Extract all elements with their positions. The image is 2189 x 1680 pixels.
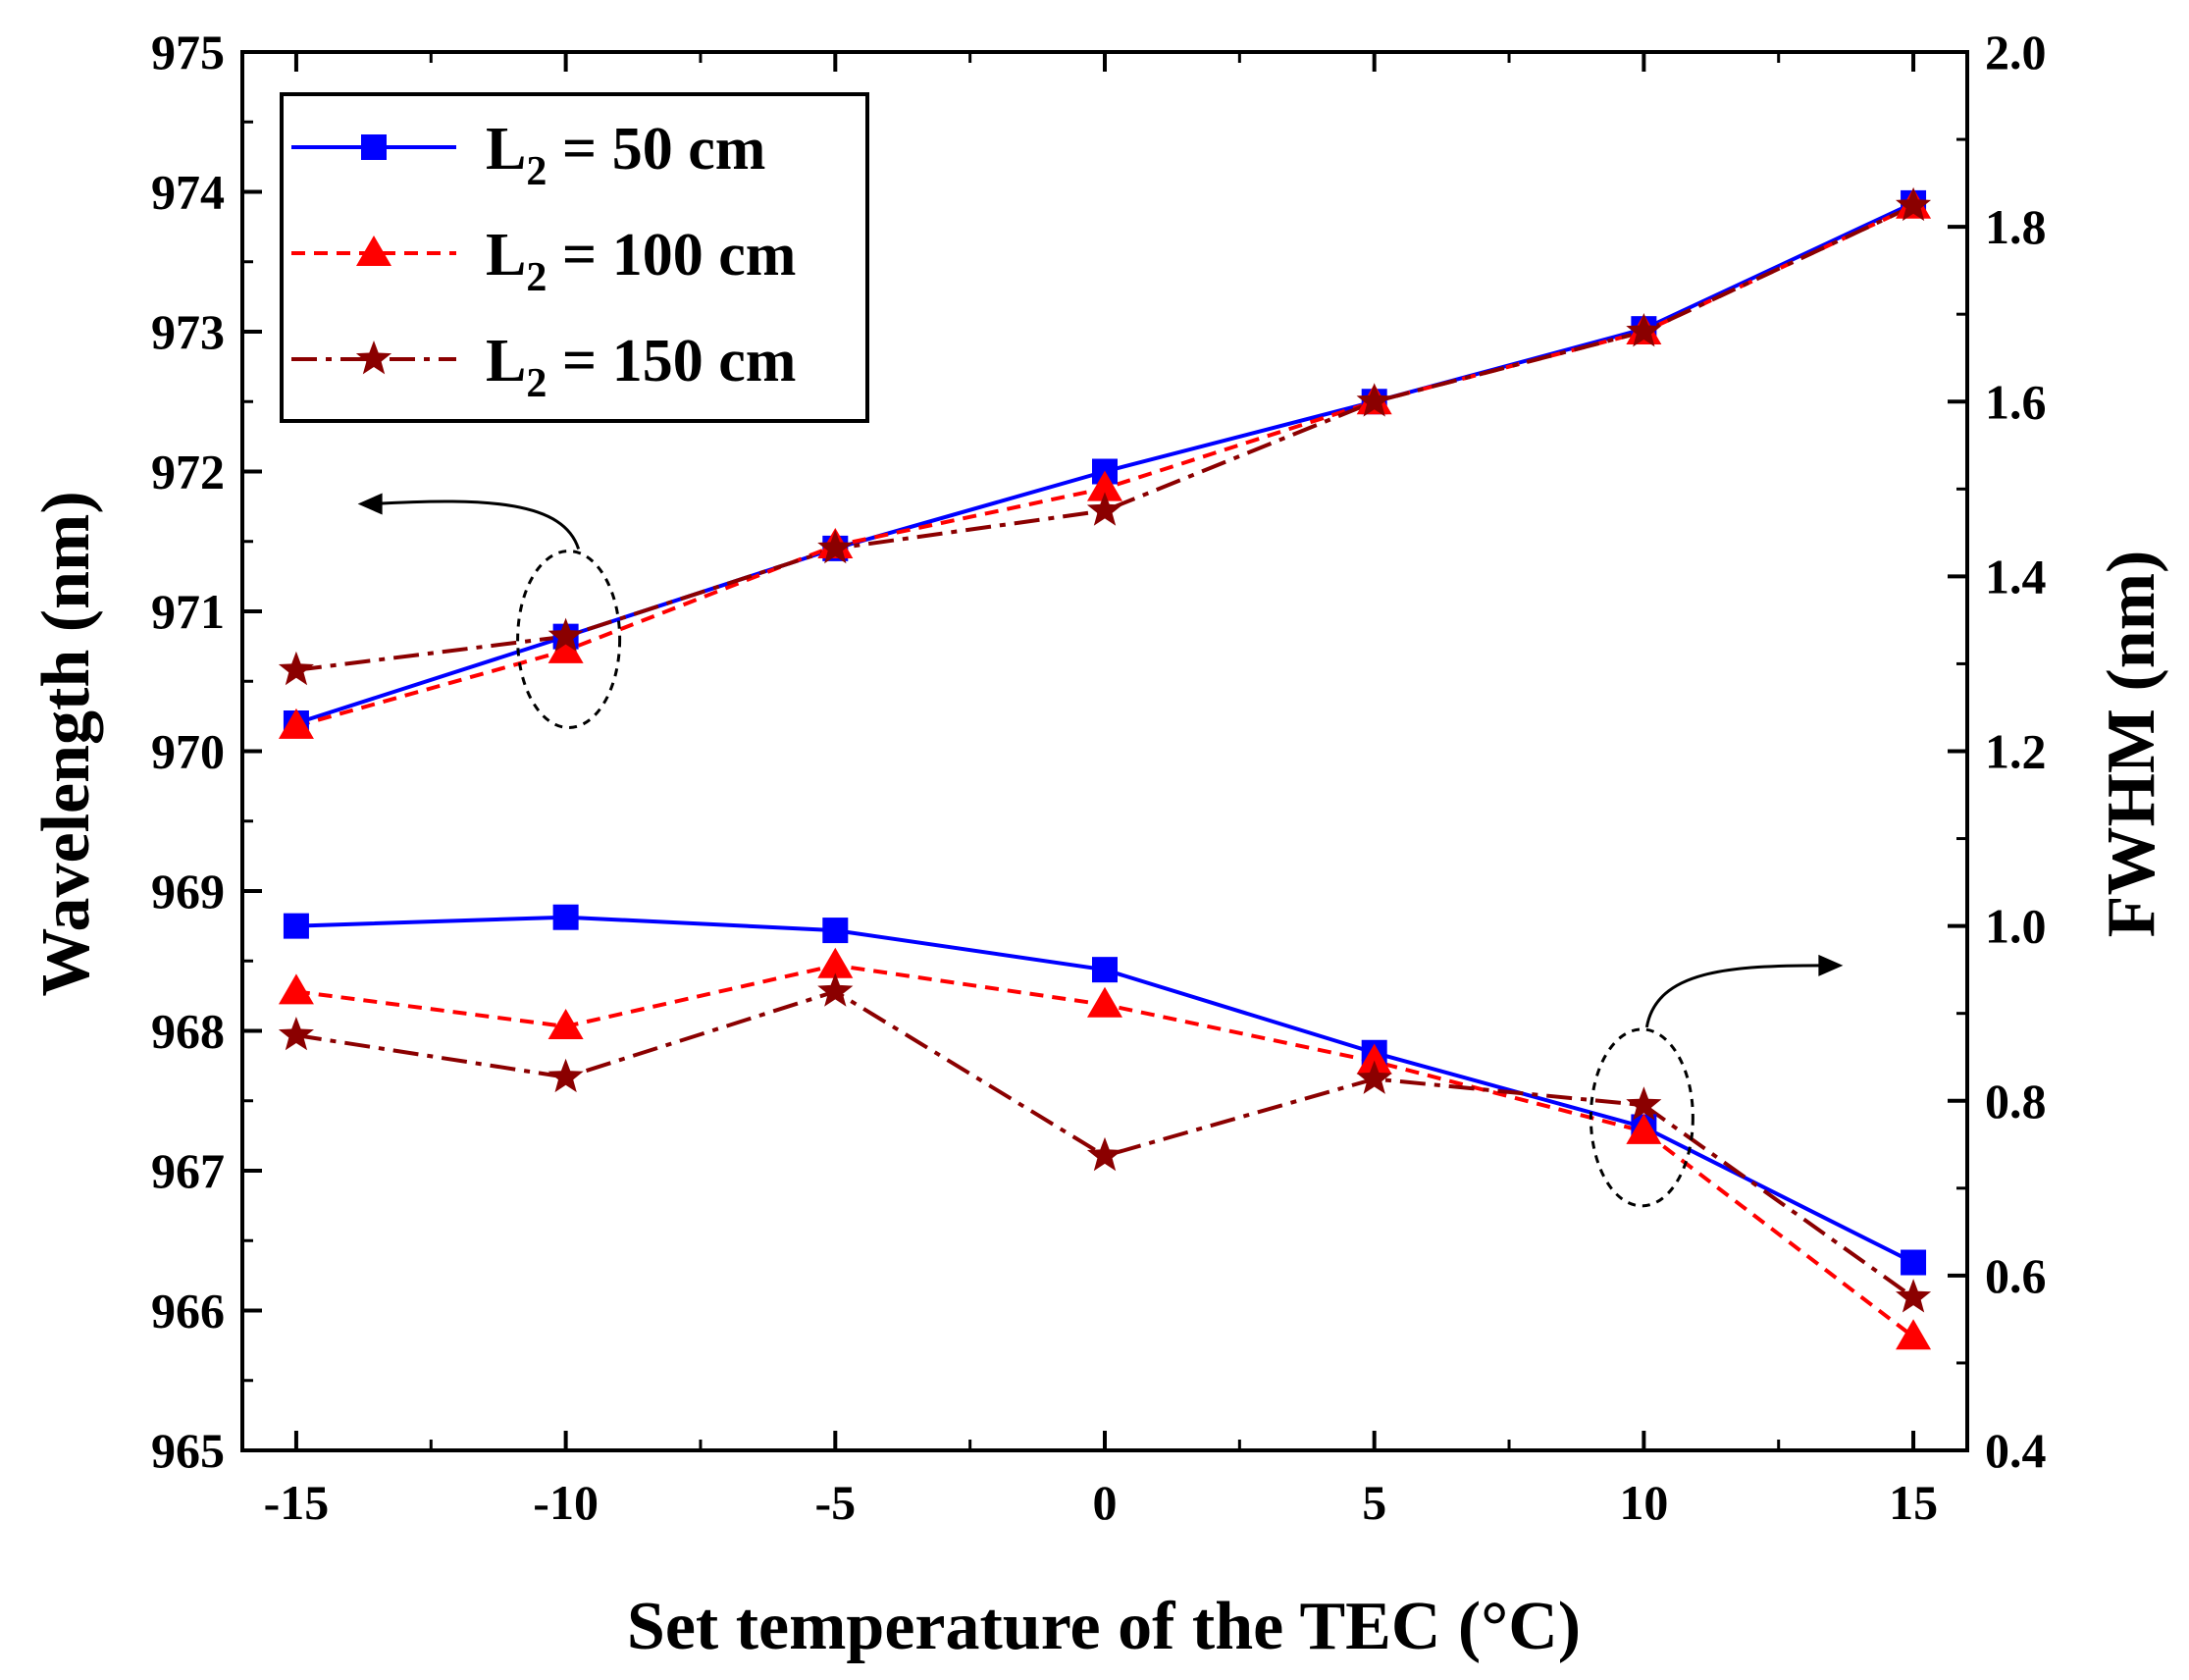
y-right-tick-label: 1.8 [1985,199,2047,254]
y-left-tick-label: 968 [151,1004,225,1059]
legend-label-main: L [486,116,526,183]
series-2-fwhm-point [1626,1113,1662,1144]
legend-label-1: L2 = 50 cm [486,116,765,194]
y-left-tick-label: 966 [151,1284,225,1339]
series-3-fwhm-point [278,1017,314,1051]
series-3-fwhm-point [1086,1136,1123,1172]
series-3-wavelength-point [547,617,584,652]
series-1-fwhm-point [552,904,579,930]
series-3-fwhm-point [1626,1086,1662,1121]
legend-label-main: L [486,222,526,289]
legend-marker-3 [355,341,392,375]
series-2-wavelength-point [547,632,584,663]
series-1-fwhm-point [822,918,849,944]
x-tick-label: 5 [1362,1475,1386,1530]
x-tick-label: 10 [1619,1475,1668,1530]
series-2-fwhm-point [278,973,314,1005]
series-3-wavelength-point [1626,313,1662,347]
x-tick-label: -5 [814,1475,856,1530]
legend-marker-1 [361,134,387,160]
y-axis-right-title: FWHM (nm) [2094,551,2169,938]
x-tick-label: -15 [264,1475,330,1530]
series-1-fwhm-point [1901,1249,1927,1276]
series-2-fwhm-point [1087,986,1122,1018]
y-right-tick-label: 1.6 [1985,374,2047,429]
x-tick-label: 0 [1093,1475,1118,1530]
legend-label-subscript: 2 [526,361,547,406]
series-3-fwhm-point [1356,1060,1392,1094]
series-3-wavelength-point [817,529,854,564]
series-2-wavelength-point [1087,470,1122,501]
legend-label-rest: = 150 cm [547,328,796,394]
series-3-wavelength-point [1086,492,1123,526]
series-3-fwhm-point [817,972,854,1007]
y-right-tick-label: 0.6 [1985,1248,2047,1303]
series-3-fwhm-point [1896,1279,1932,1313]
y-right-tick-label: 1.2 [1985,724,2047,779]
y-left-tick-label: 969 [151,864,225,919]
y-left-tick-label: 965 [151,1423,225,1478]
y-left-tick-label: 972 [151,445,225,499]
annotation-arrow-left [370,499,581,550]
series-3-wavelength-point [1356,383,1392,417]
y-left-tick-label: 967 [151,1143,225,1198]
arrow-right-head [1818,954,1844,976]
y-left-tick-label: 973 [151,304,225,359]
y-right-tick-label: 1.4 [1985,549,2047,604]
series-1-fwhm-point [283,913,309,939]
annotation-ellipse-right [1589,1027,1694,1208]
y-left-tick-label: 974 [151,165,225,220]
y-left-tick-label: 975 [151,25,225,79]
series-2-fwhm-point [547,1009,584,1040]
legend-label-main: L [486,328,526,394]
annotation-ellipse-left [516,550,622,729]
legend-label-subscript: 2 [526,255,547,300]
y-left-tick-label: 970 [151,724,225,779]
y-right-tick-label: 0.8 [1985,1074,2047,1129]
x-tick-label: 15 [1889,1475,1938,1530]
x-tick-label: -10 [533,1475,599,1530]
legend-label-2: L2 = 100 cm [486,222,796,300]
series-3-fwhm-point [547,1058,584,1093]
y-right-tick-label: 1.0 [1985,899,2047,954]
series-2-fwhm-point [1896,1319,1932,1350]
arrow-left-head [357,493,383,515]
legend-label-rest: = 100 cm [547,222,796,289]
y-axis-left-title: Wavelength (nm) [28,491,104,996]
series-2-fwhm-point [1356,1043,1392,1075]
legend-marker-2 [356,236,391,266]
series-3-wavelength-point [278,651,314,686]
legend-label-3: L2 = 150 cm [486,328,796,406]
series-3-wavelength-point [1896,186,1932,222]
legend-label-rest: = 50 cm [547,116,765,183]
y-right-tick-label: 0.4 [1985,1423,2047,1478]
legend-label-subscript: 2 [526,149,547,194]
y-left-tick-label: 971 [151,584,225,639]
x-axis-title: Set temperature of the TEC (°C) [627,1589,1581,1664]
y-right-tick-label: 2.0 [1985,25,2047,79]
series-2-fwhm-point [817,947,854,978]
annotation-arrow-right [1644,964,1824,1028]
series-1-fwhm-point [1092,957,1118,983]
series-2-wavelength-point [278,708,314,739]
